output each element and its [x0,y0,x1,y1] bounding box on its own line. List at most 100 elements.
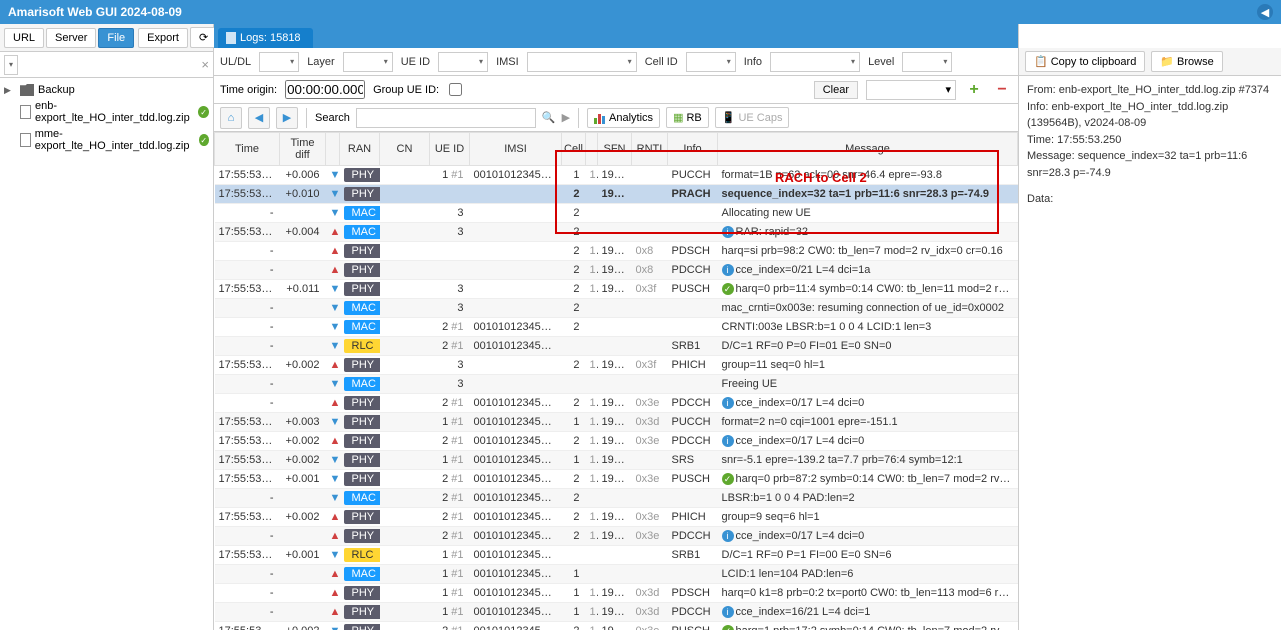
server-button[interactable]: Server [46,28,96,48]
table-row[interactable]: 17:55:53.272+0.002▲PHY2 #100101012345678… [215,432,1018,451]
log-table-wrap[interactable]: TimeTime diff RANCNUE IDIMSICell SFNRNTIIn… [214,132,1018,630]
binoculars-icon[interactable]: 🔍 [542,111,556,124]
table-row[interactable]: -▲PHY215195.50x8PDCCHicce_index=0/21 L=4… [215,261,1018,280]
filter-preset-select[interactable]: ▾ [866,80,956,100]
cellid-select[interactable]: ▾ [686,52,736,72]
table-row[interactable]: -▼MAC32Allocating new UE [215,204,1018,223]
back-button[interactable]: ◀ [248,107,270,129]
column-header[interactable]: CN [380,133,430,166]
level-label: Level [868,56,894,68]
analytics-button[interactable]: Analytics [587,108,660,128]
tree-root[interactable]: ▶ Backup [0,82,213,98]
check-icon: ✓ [199,134,209,146]
tab-label: Logs: 15818 [240,32,301,44]
table-row[interactable]: -▼MAC2 #10010101234567892LBSR:b=1 0 0 4 … [215,489,1018,508]
export-button[interactable]: Export [138,28,188,48]
table-row[interactable]: -▲MAC1 #10010101234567891LCID:1 len=104 … [215,565,1018,584]
table-row[interactable]: 17:55:53.240+0.006▼PHY1 #100101012345678… [215,166,1018,185]
forward-button[interactable]: ▶ [276,107,298,129]
time-value: 17:55:53.250 [1057,134,1121,146]
clear-button[interactable]: Clear [814,81,858,99]
copy-button[interactable]: 📋 Copy to clipboard [1025,51,1145,72]
ueid-label: UE ID [401,56,430,68]
column-header[interactable]: Time [215,133,280,166]
column-header[interactable]: RAN [340,133,380,166]
layer-select[interactable]: ▾ [343,52,393,72]
time-label: Time: [1027,134,1054,146]
column-header[interactable]: Message [718,133,1018,166]
folder-icon: 📁 [1160,55,1174,68]
sidebar: URL Server File Export ⟳ ▾ × ▶ Backup en… [0,24,214,630]
level-select[interactable]: ▾ [902,52,952,72]
imsi-select[interactable]: ▾ [527,52,637,72]
column-header[interactable]: Time diff [280,133,326,166]
info-select[interactable]: ▾ [770,52,860,72]
table-row[interactable]: 17:55:53.250+0.010▼PHY2194.7PRACHsequenc… [215,185,1018,204]
groupue-label: Group UE ID: [373,84,439,96]
data-label: Data: [1027,193,1053,205]
table-row[interactable]: 17:55:53.267+0.002▲PHY3215196.80x3fPHICH… [215,356,1018,375]
next-match-icon[interactable]: ▶ [562,111,570,124]
search-input[interactable] [356,108,536,128]
column-header[interactable]: RNTI [632,133,668,166]
action-bar: ⌂ ◀ ▶ Search 🔍 ▶ Analytics ▦ RB 📱 UE Cap… [214,104,1018,132]
table-row[interactable]: -▲PHY215195.50x8PDSCHharq=si prb=98:2 CW… [215,242,1018,261]
ueid-select[interactable]: ▾ [438,52,488,72]
table-row[interactable]: -▼MAC2 #10010101234567892CRNTI:003e LBSR… [215,318,1018,337]
remove-filter-icon[interactable]: − [992,80,1012,100]
tree-file-label: enb-export_lte_HO_inter_tdd.log.zip [35,100,194,124]
timeorigin-input[interactable] [285,80,365,99]
table-row[interactable]: 17:55:53.270+0.003▼PHY1 #100101012345678… [215,413,1018,432]
tree-file[interactable]: mme-export_lte_HO_inter_tdd.log.zip ✓ [0,126,213,154]
table-row[interactable]: -▼MAC32mac_crnti=0x003e: resuming connec… [215,299,1018,318]
collapse-icon[interactable]: ◀ [1257,4,1273,20]
msg-label: Message: [1027,150,1075,162]
app-header: Amarisoft Web GUI 2024-08-09 ◀ [0,0,1281,24]
table-row[interactable]: 17:55:53.275+0.001▼PHY2 #100101012345678… [215,470,1018,489]
url-button[interactable]: URL [4,28,44,48]
logs-tab[interactable]: Logs: 15818 [218,28,313,48]
uldl-label: UL/DL [220,56,251,68]
filter-bar-2: Time origin: Group UE ID: Clear ▾ + − [214,76,1018,104]
folder-icon [20,84,34,96]
uldl-select[interactable]: ▾ [259,52,299,72]
uecaps-button[interactable]: 📱 UE Caps [715,107,790,128]
cellid-label: Cell ID [645,56,678,68]
tree-file-label: mme-export_lte_HO_inter_tdd.log.zip [35,128,195,152]
table-row[interactable]: 17:55:53.254+0.004▲MAC32iRAR: rapid=32 [215,223,1018,242]
table-row[interactable]: -▲PHY2 #1001010123456789215197.80x3ePDCC… [215,527,1018,546]
tab-bar: Logs: 15818 [214,24,1018,48]
table-row[interactable]: -▲PHY1 #1001010123456789115197.90x3dPDSC… [215,584,1018,603]
table-row[interactable]: 17:55:53.277+0.002▲PHY2 #100101012345678… [215,508,1018,527]
file-button[interactable]: File [98,28,134,48]
imsi-label: IMSI [496,56,519,68]
column-header[interactable]: SFN [598,133,632,166]
column-header[interactable]: Cell [562,133,586,166]
column-header[interactable] [326,133,340,166]
table-row[interactable]: 17:55:53.265+0.011▼PHY3215196.20x3fPUSCH… [215,280,1018,299]
home-button[interactable]: ⌂ [220,107,242,129]
phone-icon: 📱 [722,111,736,124]
browse-button[interactable]: 📁 Browse [1151,51,1222,72]
search-dropdown[interactable]: ▾ [4,55,18,75]
table-row[interactable]: 17:55:53.278+0.001▼RLC1 #100101012345678… [215,546,1018,565]
details-panel: 📋 Copy to clipboard 📁 Browse From: enb-e… [1019,24,1281,630]
column-header[interactable]: Info [668,133,718,166]
column-header[interactable]: UE ID [430,133,470,166]
table-row[interactable]: -▼RLC2 #1001010123456789SRB1D/C=1 RF=0 P… [215,337,1018,356]
table-row[interactable]: -▲PHY2 #1001010123456789215196.80x3ePDCC… [215,394,1018,413]
info-label: Info: [1027,101,1048,113]
info-label: Info [744,56,762,68]
column-header[interactable]: IMSI [470,133,562,166]
clear-search-icon[interactable]: × [201,57,209,72]
groupue-checkbox[interactable] [449,83,462,96]
rb-button[interactable]: ▦ RB [666,107,709,128]
table-row[interactable]: -▲PHY1 #1001010123456789115197.90x3dPDCC… [215,603,1018,622]
tree-file[interactable]: enb-export_lte_HO_inter_tdd.log.zip ✓ [0,98,213,126]
table-row[interactable]: 17:55:53.274+0.002▼PHY1 #100101012345678… [215,451,1018,470]
clipboard-icon: 📋 [1034,55,1048,68]
column-header[interactable] [586,133,598,166]
add-filter-icon[interactable]: + [964,80,984,100]
table-row[interactable]: -▼MAC3Freeing UE [215,375,1018,394]
table-row[interactable]: 17:55:53.280+0.002▼PHY2 #100101012345678… [215,622,1018,630]
